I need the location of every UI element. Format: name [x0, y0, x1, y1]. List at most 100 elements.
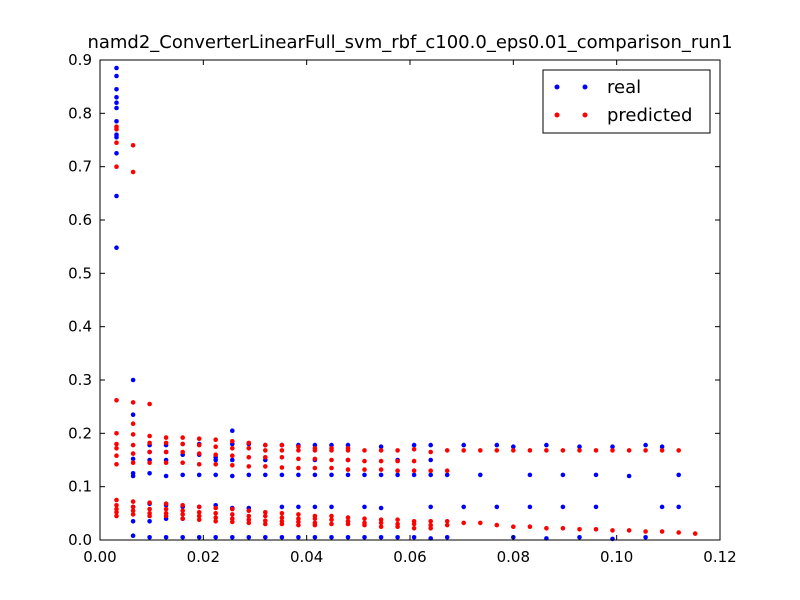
real-point	[527, 504, 533, 510]
predicted-point	[494, 448, 500, 453]
predicted-point	[196, 451, 202, 456]
real-point	[676, 472, 681, 478]
predicted-point	[130, 421, 136, 427]
predicted-point	[180, 512, 185, 517]
predicted-point	[279, 521, 285, 527]
y-tick-label: 0.8	[68, 104, 92, 122]
predicted-point	[544, 448, 549, 453]
real-point	[114, 73, 119, 79]
predicted-point	[312, 522, 318, 528]
predicted-point	[395, 517, 400, 522]
predicted-point	[478, 520, 483, 526]
predicted-point	[180, 508, 185, 513]
predicted-point	[130, 499, 136, 504]
legend-real-marker	[582, 84, 588, 90]
predicted-point	[395, 448, 400, 453]
predicted-point	[312, 448, 318, 453]
predicted-point	[444, 448, 450, 453]
predicted-point	[610, 528, 615, 533]
real-point	[643, 442, 648, 448]
predicted-point	[378, 520, 384, 526]
real-point	[263, 535, 268, 540]
y-tick-label: 0.6	[68, 211, 92, 229]
predicted-point	[163, 460, 169, 466]
real-point	[560, 504, 566, 510]
predicted-point	[230, 439, 235, 444]
predicted-point	[147, 460, 152, 466]
real-point	[411, 472, 417, 478]
real-point	[114, 105, 119, 111]
real-point	[114, 135, 119, 140]
x-tick-label: 0.10	[600, 548, 633, 566]
predicted-point	[246, 455, 252, 460]
predicted-point	[593, 448, 599, 453]
predicted-point	[411, 521, 417, 527]
predicted-point	[676, 530, 681, 535]
predicted-point	[130, 442, 136, 448]
real-point	[378, 505, 384, 511]
real-point	[461, 504, 467, 510]
predicted-point	[114, 164, 119, 169]
predicted-point	[378, 517, 384, 522]
predicted-point	[428, 519, 434, 524]
chart-title: namd2_ConverterLinearFull_svm_rbf_c100.0…	[87, 32, 733, 53]
real-point	[230, 473, 235, 479]
real-point	[312, 472, 318, 478]
predicted-point	[411, 468, 417, 474]
real-point	[676, 504, 681, 510]
predicted-point	[279, 515, 285, 520]
real-point	[312, 442, 318, 448]
predicted-point	[610, 448, 615, 453]
real-point	[296, 535, 301, 540]
predicted-point	[130, 400, 136, 405]
real-point	[130, 456, 136, 462]
predicted-point	[511, 448, 516, 453]
predicted-point	[114, 446, 119, 451]
y-tick-label: 0.7	[68, 158, 92, 176]
predicted-point	[279, 465, 285, 470]
y-tick-label: 0.0	[68, 531, 92, 549]
real-point	[428, 504, 434, 510]
real-point	[279, 535, 285, 540]
predicted-point	[263, 518, 268, 524]
real-point	[378, 472, 384, 478]
predicted-point	[114, 497, 119, 503]
y-tick-label: 0.2	[68, 424, 92, 442]
real-point	[279, 472, 285, 478]
predicted-point	[279, 442, 285, 448]
legend-box	[542, 69, 711, 134]
predicted-point	[395, 458, 400, 464]
real-point	[560, 472, 566, 478]
predicted-point	[329, 517, 334, 522]
predicted-point	[246, 440, 252, 446]
y-tick-label: 0.4	[68, 318, 92, 336]
real-point	[478, 472, 483, 478]
real-point	[163, 473, 169, 479]
real-point	[147, 535, 152, 540]
predicted-point	[114, 462, 119, 467]
predicted-point	[196, 504, 202, 510]
real-point	[527, 472, 533, 478]
predicted-point	[362, 467, 367, 472]
predicted-point	[114, 453, 119, 459]
predicted-point	[147, 513, 152, 519]
predicted-point	[263, 464, 268, 469]
predicted-point	[411, 458, 417, 464]
predicted-point	[114, 127, 119, 132]
predicted-point	[527, 524, 533, 529]
y-tick-label: 0.5	[68, 264, 92, 282]
real-point	[196, 472, 202, 478]
y-tick-label: 0.1	[68, 478, 92, 496]
x-tick-label: 0.02	[187, 548, 220, 566]
y-tick-label: 0.9	[68, 51, 92, 69]
real-point	[411, 535, 417, 540]
predicted-point	[196, 517, 202, 522]
legend: real predicted	[542, 69, 711, 134]
predicted-point	[147, 500, 152, 506]
predicted-point	[263, 448, 268, 453]
predicted-point	[362, 522, 367, 528]
predicted-point	[263, 513, 268, 519]
real-point	[428, 457, 434, 463]
real-point	[329, 504, 334, 510]
predicted-point	[643, 529, 648, 534]
